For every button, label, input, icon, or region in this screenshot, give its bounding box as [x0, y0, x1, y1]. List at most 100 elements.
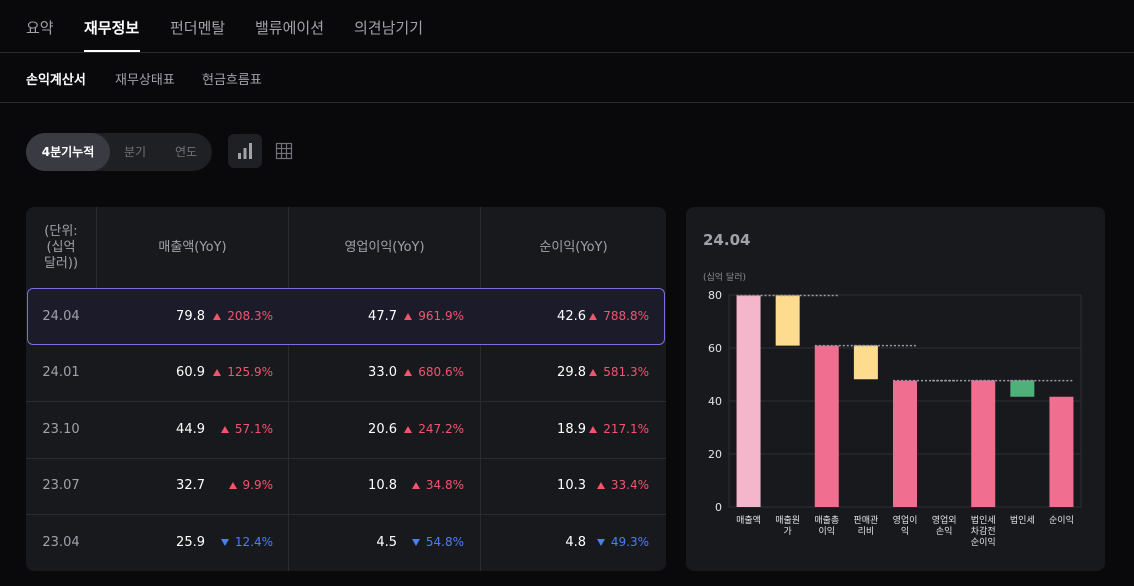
column-divider	[288, 207, 289, 571]
x-tick-label: 리비	[858, 526, 875, 537]
operating-income-value: 20.6	[368, 422, 397, 437]
financials-table: (단위: (십억 달러)) 매출액(YoY) 영업이익(YoY) 순이익(YoY…	[26, 207, 666, 571]
triangle-down-icon	[411, 539, 420, 546]
period-quarter-option[interactable]: 분기	[123, 145, 147, 159]
y-tick-label: 60	[708, 342, 722, 355]
y-tick-label: 0	[715, 501, 722, 514]
bar-9	[1049, 396, 1074, 507]
chart-unit-label: (십억 달러)	[703, 273, 747, 283]
chart-title: 24.04	[703, 231, 751, 249]
row-divider	[26, 514, 666, 515]
tab-fundamentals[interactable]: 펀더멘탈	[170, 19, 226, 37]
main-tab-bar: 요약 재무정보 펀더멘탈 밸류에이션 의견남기기	[0, 0, 1134, 53]
chart-view-button[interactable]	[228, 134, 262, 168]
period-label: 23.07	[42, 478, 80, 493]
x-tick-label: 익	[901, 525, 909, 537]
revenue-value: 32.7	[176, 478, 205, 493]
unit-header: (단위: (십억 달러))	[43, 223, 79, 271]
net-income-value: 42.6	[557, 309, 586, 324]
y-tick-label: 40	[708, 395, 722, 408]
x-tick-label: 손익	[936, 525, 953, 537]
tab-summary[interactable]: 요약	[26, 19, 54, 37]
operating-income-header: 영업이익(YoY)	[344, 239, 425, 255]
tab-valuation[interactable]: 밸류에이션	[255, 19, 325, 37]
period-label: 24.01	[42, 365, 80, 380]
period-label: 23.04	[42, 535, 80, 550]
x-tick-label: 매출원	[775, 515, 800, 526]
bar-5	[893, 380, 917, 507]
y-tick-label: 80	[708, 289, 722, 302]
operating-income-yoy-change: 54.8%	[411, 535, 464, 549]
revenue-yoy-change: 9.9%	[228, 478, 273, 492]
operating-income-yoy-change: 34.8%	[411, 478, 464, 492]
x-tick-label: 법인세	[1010, 515, 1035, 526]
statement-tab-bar: 손익계산서 재무상태표 현금흐름표	[0, 53, 1134, 103]
period-selector: 4분기누적 분기 연도	[26, 133, 212, 171]
net-income-value: 29.8	[557, 365, 586, 380]
operating-income-yoy-change: 961.9%	[404, 309, 464, 323]
triangle-up-icon	[404, 313, 413, 320]
waterfall-chart-panel: 24.04 (십억 달러) 0 20 40 60 80 매출액 매출원 가 매출총 이익 판매관 리비…	[686, 207, 1105, 571]
operating-income-value: 33.0	[368, 365, 397, 380]
period-ttm-option[interactable]: 4분기누적	[26, 133, 110, 171]
revenue-value: 79.8	[176, 309, 205, 324]
bar-3	[814, 345, 839, 507]
tab-balance-sheet[interactable]: 재무상태표	[115, 73, 175, 88]
tab-cash-flow[interactable]: 현금흐름표	[202, 73, 262, 88]
column-divider	[96, 207, 97, 288]
operating-income-value: 4.5	[376, 535, 397, 550]
net-income-value: 4.8	[565, 535, 586, 550]
triangle-up-icon	[404, 369, 413, 376]
x-tick-label: 이익	[818, 525, 835, 537]
revenue-value: 25.9	[176, 535, 205, 550]
triangle-up-icon	[596, 482, 605, 489]
revenue-yoy-change: 125.9%	[213, 365, 273, 379]
net-income-value: 10.3	[557, 478, 586, 493]
x-tick-label: 순이익	[971, 536, 996, 548]
period-label: 24.04	[42, 309, 80, 324]
active-tab-indicator	[84, 50, 140, 52]
table-view-button[interactable]	[267, 134, 301, 168]
x-tick-label: 법인세	[971, 515, 996, 526]
net-income-yoy-change: 788.8%	[589, 309, 649, 323]
triangle-up-icon	[589, 313, 598, 320]
x-tick-label: 순이익	[1049, 514, 1074, 526]
bar-1	[736, 295, 761, 507]
triangle-up-icon	[213, 369, 222, 376]
operating-income-yoy-change: 247.2%	[404, 422, 464, 436]
period-year-option[interactable]: 연도	[174, 145, 198, 159]
revenue-yoy-change: 12.4%	[220, 535, 273, 549]
triangle-up-icon	[411, 482, 420, 489]
net-income-value: 18.9	[557, 422, 586, 437]
tab-comments[interactable]: 의견남기기	[354, 19, 424, 37]
period-label: 23.10	[42, 422, 80, 437]
row-divider	[26, 458, 666, 459]
bar-4	[853, 345, 878, 380]
x-tick-label: 가	[784, 526, 792, 537]
net-income-yoy-change: 33.4%	[596, 478, 649, 492]
tab-income-statement[interactable]: 손익계산서	[26, 73, 86, 88]
triangle-up-icon	[589, 426, 598, 433]
triangle-up-icon	[213, 313, 222, 320]
revenue-header: 매출액(YoY)	[158, 239, 227, 255]
revenue-yoy-change: 208.3%	[213, 309, 273, 323]
y-tick-label: 20	[708, 448, 722, 461]
net-income-yoy-change: 217.1%	[589, 422, 649, 436]
triangle-up-icon	[228, 482, 237, 489]
bar-8	[1010, 380, 1035, 397]
tab-financials[interactable]: 재무정보	[84, 19, 140, 37]
selected-row-highlight	[27, 288, 665, 345]
x-tick-label: 판매관	[853, 515, 878, 526]
triangle-down-icon	[596, 539, 605, 546]
revenue-value: 44.9	[176, 422, 205, 437]
operating-income-value: 10.8	[368, 478, 397, 493]
triangle-up-icon	[589, 369, 598, 376]
operating-income-value: 47.7	[368, 309, 397, 324]
x-tick-label: 차감전	[971, 525, 996, 537]
row-divider	[26, 401, 666, 402]
bar-2	[775, 295, 800, 346]
x-tick-label: 매출총	[814, 515, 839, 526]
x-tick-label: 매출액	[736, 514, 761, 526]
revenue-value: 60.9	[176, 365, 205, 380]
